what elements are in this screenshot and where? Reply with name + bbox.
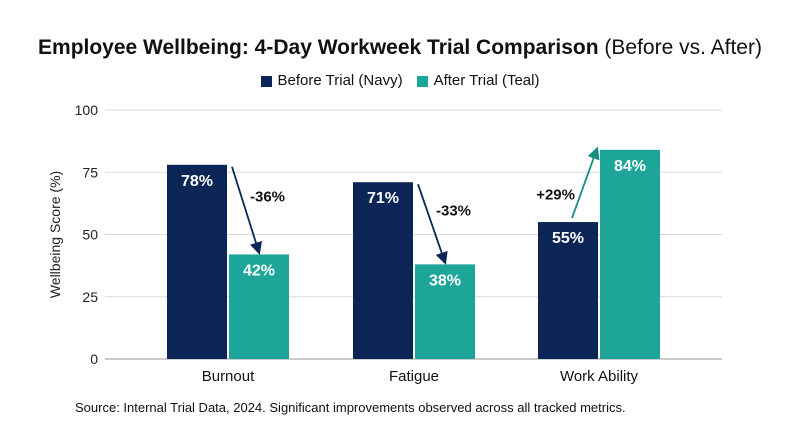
bar-label-before: 71%	[367, 190, 399, 207]
change-label: +29%	[536, 187, 575, 204]
y-tick-label: 0	[90, 351, 98, 367]
legend-label-before: Before Trial (Navy)	[277, 72, 403, 89]
legend-item-after: After Trial (Teal)	[416, 72, 540, 90]
y-tick-label: 100	[75, 102, 99, 118]
x-tick-label: Work Ability	[560, 368, 639, 385]
y-tick-label: 50	[82, 227, 98, 243]
y-tick-label: 75	[82, 164, 98, 180]
bar-after	[415, 264, 475, 359]
bar-label-before: 78%	[181, 173, 213, 190]
change-arrow	[417, 183, 448, 265]
bar-before	[538, 222, 598, 359]
chart-title-main: Employee Wellbeing: 4-Day Workweek Trial…	[38, 36, 599, 59]
source-note: Source: Internal Trial Data, 2024. Signi…	[75, 400, 626, 415]
chart-title: Employee Wellbeing: 4-Day Workweek Trial…	[0, 35, 800, 61]
change-arrow	[231, 166, 262, 255]
legend-item-before: Before Trial (Navy)	[260, 72, 403, 90]
bar-label-after: 42%	[243, 262, 275, 279]
y-axis-label: Wellbeing Score (%)	[47, 171, 63, 298]
chart-legend: Before Trial (Navy) After Trial (Teal)	[0, 72, 800, 90]
change-arrow	[571, 146, 600, 219]
bar-before	[353, 182, 413, 359]
bar-after	[229, 254, 289, 359]
bar-after	[600, 149, 660, 359]
x-tick-label: Fatigue	[389, 368, 439, 385]
y-tick-label: 25	[82, 289, 98, 305]
chart-title-sub: (Before vs. After)	[604, 36, 762, 59]
legend-label-after: After Trial (Teal)	[433, 72, 540, 89]
change-label: -36%	[250, 189, 285, 206]
change-label: -33%	[436, 202, 471, 219]
bar-label-after: 84%	[614, 158, 646, 175]
legend-swatch-after	[416, 75, 428, 87]
legend-swatch-before	[260, 75, 272, 87]
x-tick-label: Burnout	[202, 368, 255, 385]
bar-label-after: 38%	[429, 272, 461, 289]
bar-label-before: 55%	[552, 230, 584, 247]
bar-before	[167, 164, 227, 359]
